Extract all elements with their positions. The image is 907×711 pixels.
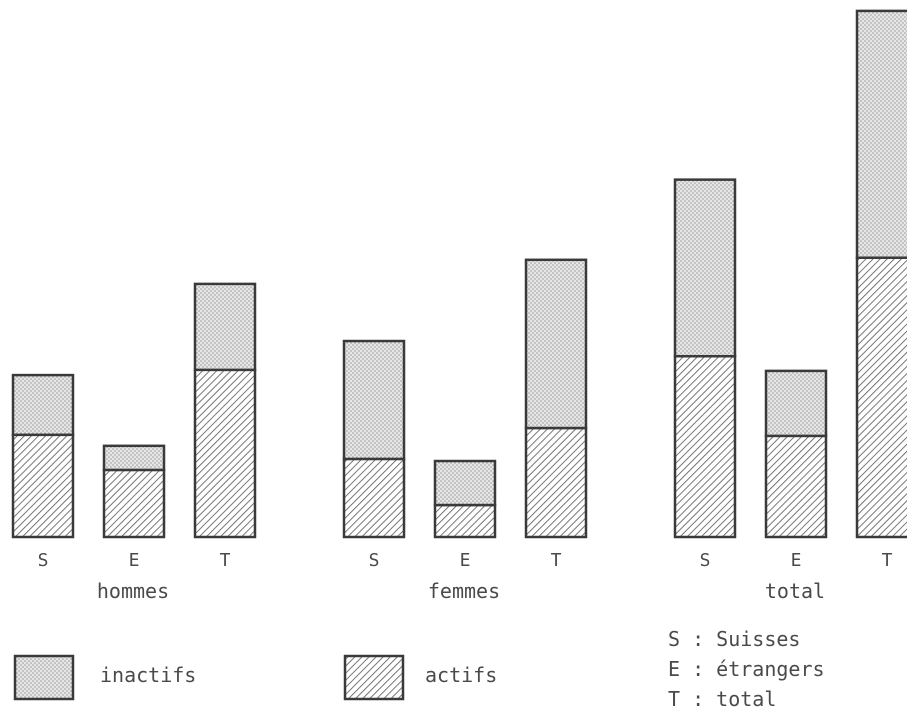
bars-layer (11, 9, 907, 539)
bar-actifs-femmes-T (524, 426, 588, 539)
tick-label-total-S: S (700, 550, 711, 571)
tick-label-total-T: T (882, 550, 893, 571)
bar-inactifs-femmes-E (433, 459, 497, 507)
group-label-total: total (765, 579, 825, 603)
bar-actifs-hommes-S (11, 433, 75, 539)
bar-actifs-hommes-T (193, 368, 257, 539)
tick-label-femmes-T: T (551, 550, 562, 571)
bar-inactifs-total-T (855, 9, 907, 259)
bar-inactifs-total-S (673, 178, 737, 358)
tick-label-total-E: E (791, 550, 802, 571)
tick-label-hommes-E: E (129, 550, 140, 571)
key-etrangers: E : étrangers (668, 657, 825, 681)
legend-label-actifs: actifs (425, 663, 497, 687)
key-suisses: S : Suisses (668, 627, 800, 651)
tick-label-hommes-T: T (220, 550, 231, 571)
bar-inactifs-hommes-E (102, 444, 166, 472)
group-label-femmes: femmes (428, 579, 500, 603)
tick-label-femmes-E: E (460, 550, 471, 571)
legend-swatch-actifs (343, 654, 405, 701)
bar-inactifs-femmes-T (524, 258, 588, 430)
legend-swatch-inactifs (13, 654, 75, 701)
tick-label-femmes-S: S (369, 550, 380, 571)
tick-label-hommes-S: S (38, 550, 49, 571)
key-total: T : total (668, 687, 776, 711)
bar-inactifs-total-E (764, 369, 828, 438)
bar-inactifs-hommes-T (193, 282, 257, 372)
group-label-hommes: hommes (97, 579, 169, 603)
bar-actifs-total-T (855, 256, 907, 539)
category-key: S : Suisses E : étrangers T : total (668, 627, 825, 711)
bar-inactifs-femmes-S (342, 339, 406, 461)
bar-actifs-femmes-S (342, 457, 406, 539)
bar-inactifs-hommes-S (11, 373, 75, 437)
bar-actifs-total-E (764, 434, 828, 539)
bar-actifs-total-S (673, 354, 737, 539)
legend: inactifs actifs (13, 654, 497, 701)
legend-label-inactifs: inactifs (100, 663, 196, 687)
bar-actifs-hommes-E (102, 468, 166, 539)
bar-actifs-femmes-E (433, 503, 497, 539)
